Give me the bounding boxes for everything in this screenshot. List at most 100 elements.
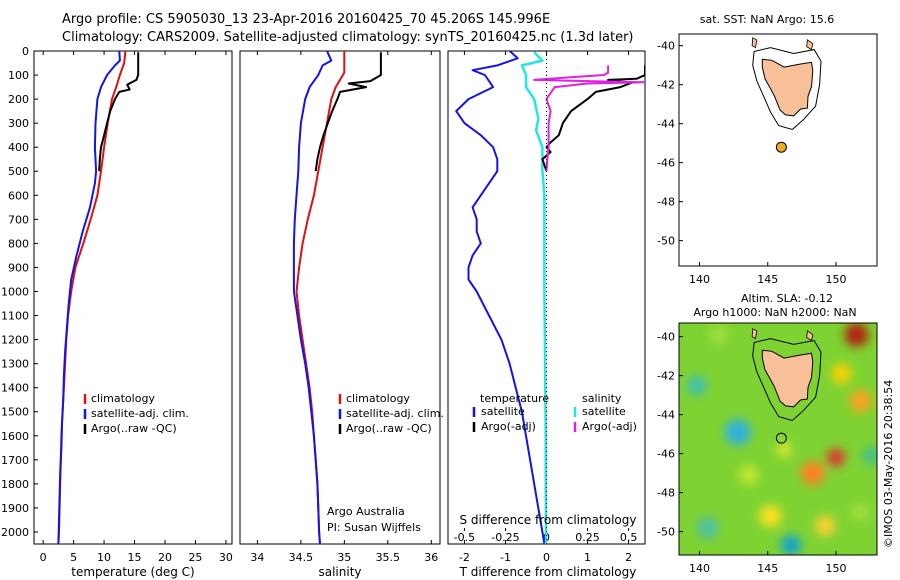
s-difference-axis: -0.5 -0.25 0 0.25 0.5 (454, 528, 638, 544)
tasmania (761, 349, 814, 408)
legend-label: Argo(-adj) (582, 420, 637, 433)
legend-group: temperature (480, 392, 549, 405)
sst-map: sat. SST: NaN Argo: 15.6 140 145 150 -40 -42… (657, 13, 878, 286)
sla-map-axes: 140 145 150 -40 -42 -44 -46 -48 -50 (657, 331, 847, 575)
map-x-tick-label: 140 (689, 562, 710, 575)
sla-anomaly-patch (777, 442, 792, 457)
salinity-annotation-1: Argo Australia (327, 505, 405, 518)
float-marker (775, 141, 787, 153)
x-tick-label: 35 (337, 551, 351, 564)
map-y-tick-label: -50 (657, 526, 675, 539)
sla-anomaly-patch (851, 503, 870, 522)
imos-stamp: ©IMOS 03-May-2016 20:38:54 (882, 380, 895, 548)
y-tick-label: 700 (8, 213, 29, 226)
y-tick-label: 900 (8, 261, 29, 274)
temperature-legend: climatology satellite-adj. clim. Argo(..ra… (83, 392, 189, 435)
sla-anomaly-patch (827, 448, 846, 467)
map-y-tick-label: -46 (657, 448, 675, 461)
legend-label: satellite-adj. clim. (346, 407, 444, 420)
float-marker (775, 432, 787, 444)
y-tick-label: 1600 (1, 430, 29, 443)
island (751, 37, 758, 49)
x-tick-label: 2 (625, 551, 632, 564)
bathymetry-contour (752, 47, 822, 131)
legend-label: satellite (582, 405, 626, 418)
map-y-tick-label: -48 (657, 487, 675, 500)
y-tick-label: 100 (8, 69, 29, 82)
sla-anomaly-patch (709, 325, 728, 344)
temperature-lines (57, 51, 140, 544)
map-x-tick-label: 150 (826, 562, 847, 575)
legend-label: Argo(-adj) (481, 420, 536, 433)
salinity-panel: 34 34.5 35 35.5 36 climatology satellite-adj.… (239, 50, 444, 579)
legend-label: satellite-adj. clim. (91, 407, 189, 420)
sla-anomaly-patch (815, 515, 836, 536)
sla-anomaly-patch (686, 375, 707, 396)
x-tick-label: -1 (500, 551, 511, 564)
salinity-annotation-2: PI: Susan Wijffels (327, 521, 421, 534)
s-tick-label: 0.5 (620, 531, 638, 544)
y-tick-label: 200 (8, 93, 29, 106)
s-tick-label: 0.25 (575, 531, 600, 544)
legend-label: climatology (91, 392, 155, 405)
x-tick-label: 0 (40, 551, 47, 564)
y-tick-label: 1300 (1, 358, 29, 371)
difference-lines (455, 51, 645, 544)
series-line (98, 52, 140, 172)
figure-title-line1: Argo profile: CS 5905030_13 23-Apr-2016 … (62, 12, 550, 27)
figure-title-line2: Climatology: CARS2009. Satellite-adjuste… (62, 30, 634, 45)
y-tick-label: 1900 (1, 502, 29, 515)
x-tick-label: 35.5 (376, 551, 401, 564)
x-tick-label: 0 (543, 551, 550, 564)
salinity-lines (292, 51, 382, 544)
legend-group: salinity (582, 392, 622, 405)
sla-map: Altim. SLA: -0.12 Argo h1000: NaN h2000:… (657, 292, 878, 575)
sla-anomaly-patch (724, 419, 751, 446)
y-tick-label: 1100 (1, 310, 29, 323)
temperature-axis: 0 5 10 15 20 25 30 (40, 51, 233, 564)
y-tick-label: 1000 (1, 285, 29, 298)
map-y-tick-label: -44 (657, 118, 675, 131)
temperature-axis-label: temperature (deg C) (71, 565, 194, 579)
y-tick-label: 1700 (1, 454, 29, 467)
x-tick-label: 36 (424, 551, 438, 564)
sla-map-title-1: Altim. SLA: -0.12 (741, 292, 833, 305)
y-tick-label: 1800 (1, 478, 29, 491)
sla-anomaly-patch (844, 323, 869, 347)
y-tick-label: 1500 (1, 406, 29, 419)
sst-map-content (751, 37, 822, 153)
x-tick-label: 34 (250, 551, 264, 564)
y-tick-label: 1400 (1, 382, 29, 395)
legend-label: satellite (481, 405, 525, 418)
y-tick-label: 600 (8, 189, 29, 202)
island (806, 39, 814, 51)
map-y-tick-label: -40 (657, 331, 675, 344)
sla-anomaly-patch (780, 535, 801, 555)
legend-label: climatology (346, 392, 410, 405)
series-line (292, 51, 333, 544)
x-tick-label: 30 (219, 551, 233, 564)
sst-map-title: sat. SST: NaN Argo: 15.6 (700, 13, 834, 26)
y-tick-label: 300 (8, 117, 29, 130)
sla-map-content (751, 328, 822, 444)
map-y-tick-label: -42 (657, 370, 675, 383)
map-y-tick-label: -50 (657, 235, 675, 248)
s-tick-label: -0.5 (454, 531, 475, 544)
y-tick-label: 0 (22, 45, 29, 58)
map-y-tick-label: -40 (657, 40, 675, 53)
sla-anomaly-patch (800, 461, 825, 486)
map-y-tick-label: -46 (657, 157, 675, 170)
map-x-tick-label: 140 (689, 273, 710, 286)
map-y-tick-label: -44 (657, 409, 675, 422)
sla-map-title-2: Argo h1000: NaN h2000: NaN (693, 306, 856, 319)
island (751, 328, 758, 340)
sla-anomaly-patch (759, 505, 782, 528)
t-difference-axis-label: T difference from climatology (459, 565, 637, 579)
legend-label: Argo(..raw -QC) (346, 422, 432, 435)
salinity-legend: climatology satellite-adj. clim. Argo(..ra… (338, 392, 444, 435)
s-difference-axis-label: S difference from climatology (460, 513, 637, 527)
y-tick-label: 400 (8, 141, 29, 154)
y-tick-label: 1200 (1, 334, 29, 347)
y-tick-label: 500 (8, 165, 29, 178)
